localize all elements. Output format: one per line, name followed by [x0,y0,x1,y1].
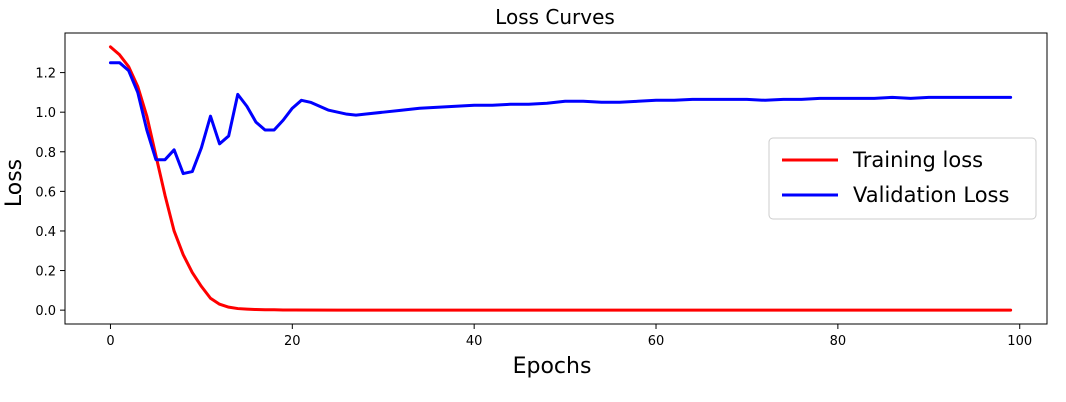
legend-label: Validation Loss [853,183,1009,207]
axes-ticks: 0 20 40 60 80 100 0.0 0.2 0.4 0.6 0.8 1.0 1.2 [35,67,1032,349]
series-line-training-loss [108,45,1013,312]
axes-frame [64,32,1048,325]
x-tick-label: 100 [1007,334,1032,349]
x-tick-label: 80 [830,334,847,349]
x-axis-label: Epochs [513,354,592,379]
y-axis-label: Loss [2,159,27,207]
y-tick-label: 0.0 [35,304,56,319]
y-tick-label: 0.6 [35,185,56,200]
y-tick-label: 1.0 [35,106,56,121]
series-line-validation-loss [108,61,1013,176]
y-tick-label: 0.8 [35,146,56,161]
x-tick-label: 20 [284,334,301,349]
x-tick-label: 0 [106,334,114,349]
x-tick-label: 40 [466,334,483,349]
legend-label: Training loss [852,148,983,172]
x-tick-label: 60 [648,334,665,349]
y-tick-label: 0.4 [35,225,56,240]
y-tick-label: 1.2 [35,67,56,82]
chart-title: Loss Curves [495,5,615,29]
plot-area [108,45,1013,312]
y-tick-label: 0.2 [35,265,56,280]
legend-box [768,137,1037,220]
legend: Training loss Validation Loss [768,137,1037,220]
